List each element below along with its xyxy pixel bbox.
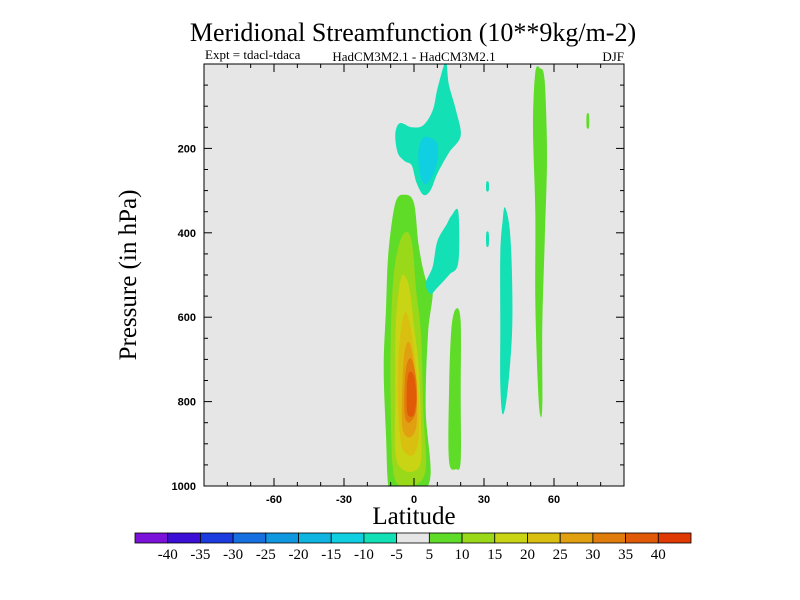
colorbar-label: 35 [618,547,633,563]
colorbar-swatch [657,532,692,544]
chart-subtitle-left: Expt = tdacl-tdaca [205,47,301,62]
mid-negative-patch-level--5 [425,208,460,295]
colorbar-label: -5 [390,547,403,563]
x-tick-label: 30 [478,494,490,506]
colorbar-label: 30 [585,547,600,563]
colorbar-swatch [298,532,332,544]
colorbar-swatch [592,532,626,544]
main-positive-cell-level-35 [406,371,417,417]
colorbar-swatch [527,532,561,544]
y-tick-label: 1000 [172,481,196,493]
colorbar-swatch [265,532,299,544]
x-axis-label: Latitude [372,503,455,530]
chart-subtitle-center: HadCM3M2.1 - HadCM3M2.1 [332,49,495,64]
colorbar-label: -35 [190,547,210,563]
far-sh-positive-band-level-5 [533,66,547,418]
colorbar-label: -40 [158,547,178,563]
y-tick-label: 800 [178,397,196,409]
y-tick-label: 600 [178,312,196,324]
upper-negative-cell-level--10 [418,136,439,185]
colorbar-swatch [330,532,365,544]
y-axis-label: Pressure (in hPa) [115,190,142,361]
colorbar-swatch [134,532,169,544]
y-tick-label: 400 [178,228,196,240]
sh-negative-band-level--5 [500,207,513,415]
sh-positive-band-level-5 [448,308,462,470]
colorbar-swatch [363,532,398,544]
y-tick-label: 200 [178,143,196,155]
colorbar-swatch [494,532,528,544]
colorbar-label: -20 [289,547,309,563]
x-tick-label: 60 [548,494,560,506]
far-sh-positive-sliver-level-5 [586,113,590,129]
colorbar-label: -30 [223,547,243,563]
colorbar-swatch [232,532,267,544]
x-tick-label: -60 [266,494,282,506]
colorbar: -40 -35 -30 -25 -20 -15 -10 -5 5 10 15 20 25 30 35 40 [134,532,692,563]
colorbar-label: 15 [487,547,502,563]
colorbar-swatch [428,532,463,544]
sh-negative-sliver-level--5 [486,181,489,192]
colorbar-swatch [461,532,496,544]
sh-negative-sliver-level--5 [486,231,489,248]
colorbar-label: 20 [520,547,535,563]
contour-layer [383,64,590,486]
colorbar-label: -10 [354,547,374,563]
chart-subtitle-right: DJF [602,49,624,64]
chart-title: Meridional Streamfunction (10**9kg/m-2) [190,18,636,47]
colorbar-swatch [200,532,234,544]
colorbar-swatch [167,532,201,544]
colorbar-swatch [559,532,594,544]
axis-ticks: -60 -30 0 30 60 200 400 600 800 1000 [172,64,624,506]
colorbar-label: 40 [651,547,666,563]
colorbar-label: 25 [553,547,568,563]
upper-negative-cell-level--5 [395,64,461,196]
x-tick-label: 0 [411,494,417,506]
colorbar-label: -25 [256,547,276,563]
colorbar-label: 10 [455,547,470,563]
colorbar-swatch [396,532,430,544]
colorbar-swatch [625,532,659,544]
colorbar-label: 5 [426,547,434,563]
colorbar-label: -15 [321,547,341,563]
x-tick-label: -30 [336,494,352,506]
